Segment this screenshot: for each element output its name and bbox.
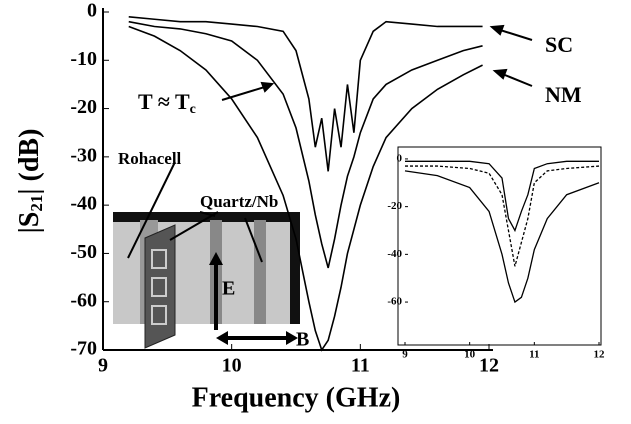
- label: B: [296, 329, 309, 351]
- series-label: NM: [545, 82, 582, 107]
- x-tick-label: 11: [529, 349, 539, 361]
- y-tick-label: -30: [70, 144, 97, 166]
- y-axis-label: |S21| (dB): [14, 129, 45, 234]
- series-line: [128, 25, 483, 352]
- series-label-part: T ≈ T: [138, 89, 190, 114]
- y-tick-label: -20: [387, 200, 402, 212]
- y-tick-label: -40: [70, 193, 97, 215]
- series-label: T ≈ Tc: [138, 89, 196, 117]
- x-tick-label: 10: [464, 349, 476, 361]
- y-axis-label-part: |S: [14, 212, 45, 234]
- y-tick-label: 0: [87, 0, 97, 22]
- y-tick-label: -40: [387, 248, 402, 260]
- y-axis-label-part: 21: [27, 195, 46, 212]
- y-tick-label: 0: [397, 152, 403, 164]
- y-tick-label: -60: [387, 296, 402, 308]
- y-axis-label-part: | (dB): [14, 129, 45, 195]
- annotation-arrows: [221, 24, 533, 101]
- y-tick-label: -60: [70, 289, 97, 311]
- x-tick-label: 11: [351, 355, 370, 377]
- x-axis-label: Frequency (GHz): [192, 382, 401, 413]
- series-line: [128, 16, 483, 172]
- y-tick-label: -50: [70, 241, 97, 263]
- series-label: SC: [545, 32, 573, 57]
- label: E: [222, 278, 235, 300]
- series-line: [405, 165, 600, 267]
- series-line: [128, 20, 483, 269]
- x-tick-label: 10: [222, 355, 242, 377]
- y-tick-label: -20: [70, 96, 97, 118]
- schematic: Rohacell Quartz/Nb E B: [113, 149, 309, 351]
- series-label-part: c: [190, 102, 196, 117]
- y-tick-label: -10: [70, 48, 97, 70]
- x-tick-label: 12: [479, 355, 499, 377]
- series-line: [404, 170, 600, 304]
- series-line: [405, 160, 599, 233]
- label: Quartz/Nb: [200, 192, 278, 211]
- x-tick-label: 9: [98, 355, 108, 377]
- y-tick-label: -70: [70, 338, 97, 360]
- label: Rohacell: [118, 149, 182, 168]
- x-tick-label: 12: [594, 349, 606, 361]
- x-tick-label: 9: [402, 349, 408, 361]
